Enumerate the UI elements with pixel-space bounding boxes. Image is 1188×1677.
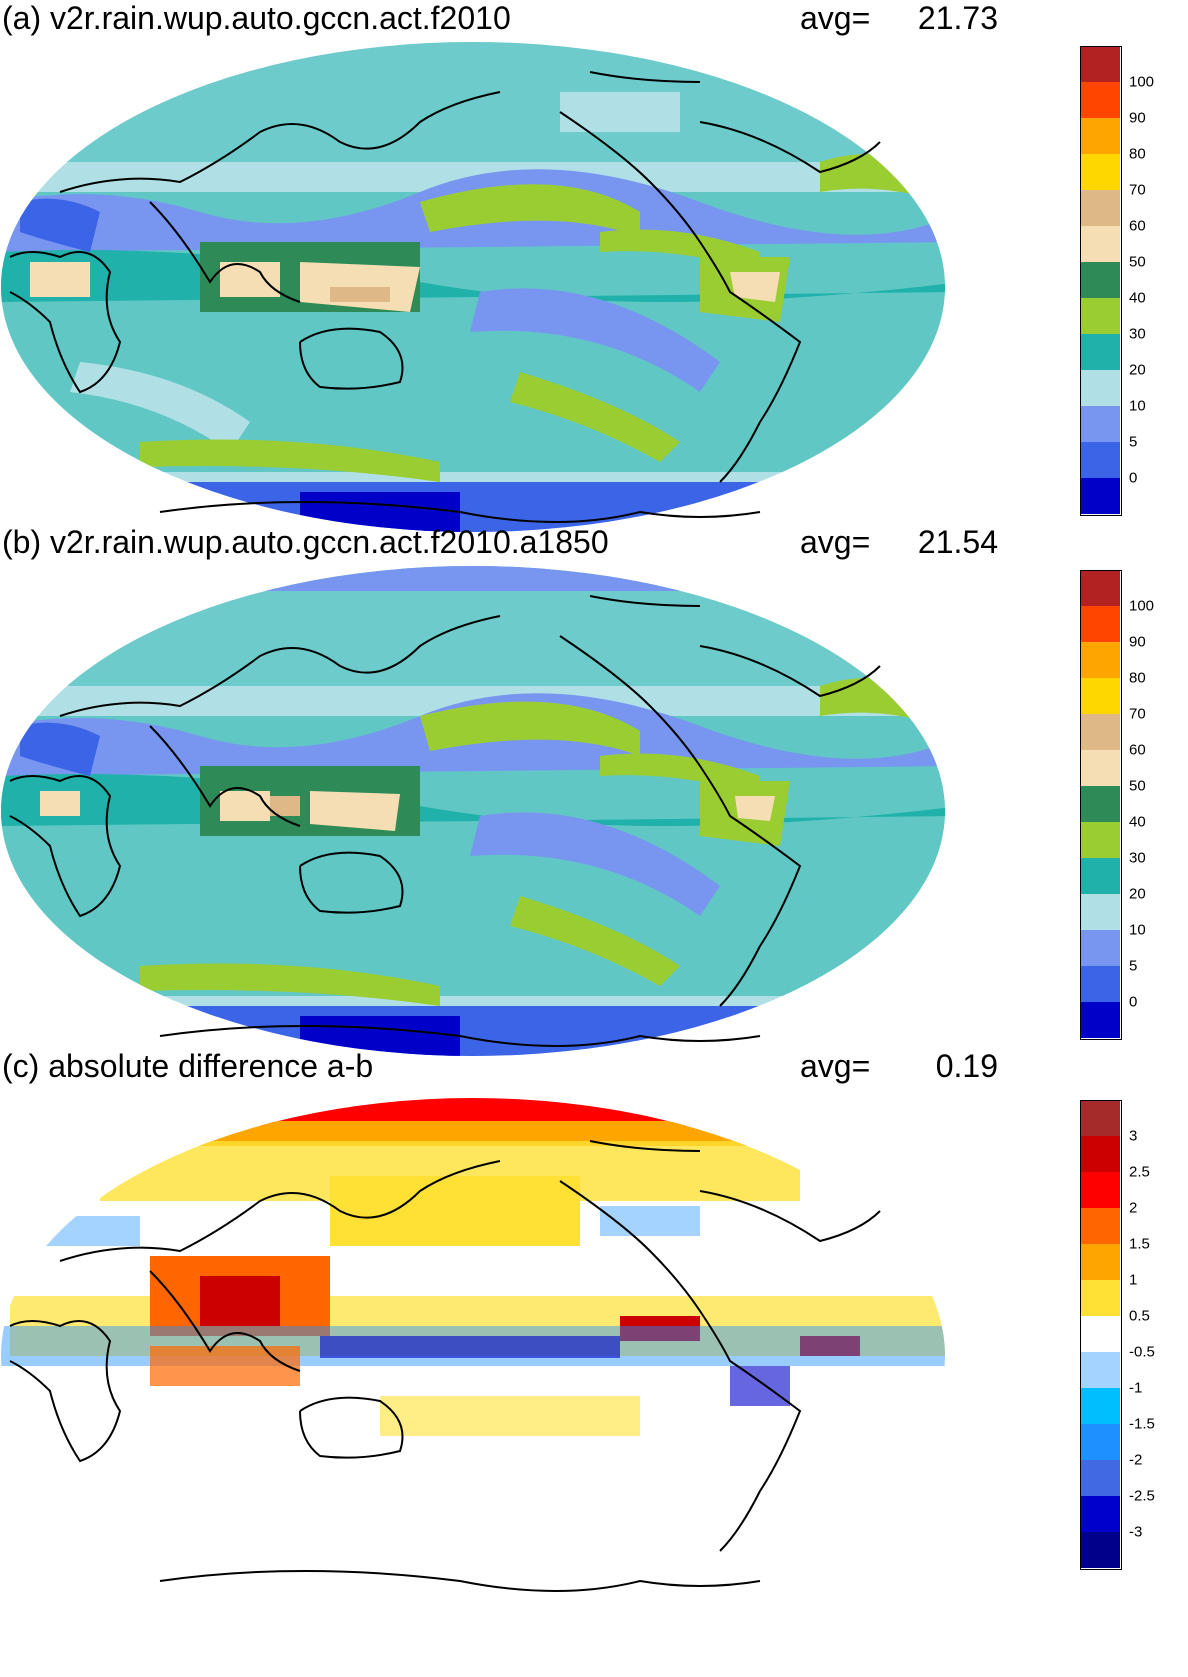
- colorbar-tick-label: -2: [1129, 1452, 1142, 1469]
- colorbar-tick-label: 20: [1129, 362, 1146, 379]
- panel-c: (c) absolute difference a-b avg= 0.19: [0, 1048, 1188, 1677]
- colorbar-tick-label: 70: [1129, 182, 1146, 199]
- panel-title: (b) v2r.rain.wup.auto.gccn.act.f2010.a18…: [2, 524, 609, 561]
- colorbar-tick-label: 100: [1129, 598, 1154, 615]
- colorbar-tick-label: 0: [1129, 994, 1137, 1011]
- colorbar-tick-label: 40: [1129, 290, 1146, 307]
- colorbar-tick-label: 60: [1129, 218, 1146, 235]
- colorbar-tick-label: -1: [1129, 1380, 1142, 1397]
- colorbar-tick-label: 20: [1129, 886, 1146, 903]
- colorbar-tick-label: 10: [1129, 398, 1146, 415]
- colorbar-tick-label: 60: [1129, 742, 1146, 759]
- panel-title: (c) absolute difference a-b: [2, 1048, 373, 1085]
- colorbar-tick-label: 50: [1129, 254, 1146, 271]
- rain-map: [0, 566, 960, 1076]
- colorbar-tick-label: 30: [1129, 850, 1146, 867]
- colorbar-tick-label: 80: [1129, 146, 1146, 163]
- rain-map: [0, 42, 960, 552]
- colorbar-tick-label: 40: [1129, 814, 1146, 831]
- colorbar-tick-label: 0.5: [1129, 1308, 1150, 1325]
- colorbar-tick-label: 3: [1129, 1128, 1137, 1145]
- colorbar-tick-label: 100: [1129, 74, 1154, 91]
- colorbar-tick-label: 90: [1129, 634, 1146, 651]
- avg-value: 21.54: [918, 524, 998, 561]
- difference-map: [0, 1096, 960, 1626]
- colorbar-tick-label: -0.5: [1129, 1344, 1155, 1361]
- panel-title: (a) v2r.rain.wup.auto.gccn.act.f2010: [2, 0, 511, 37]
- avg-label: avg=: [800, 524, 870, 561]
- colorbar-tick-label: 2.5: [1129, 1164, 1150, 1181]
- panel-b: (b) v2r.rain.wup.auto.gccn.act.f2010.a18…: [0, 524, 1188, 1074]
- colorbar-tick-label: 10: [1129, 922, 1146, 939]
- colorbar-tick-label: 2: [1129, 1200, 1137, 1217]
- panel-a: (a) v2r.rain.wup.auto.gccn.act.f2010 avg…: [0, 0, 1188, 550]
- avg-label: avg=: [800, 0, 870, 37]
- colorbar-frame: [1080, 1100, 1122, 1570]
- colorbar-tick-label: 1: [1129, 1272, 1137, 1289]
- colorbar-tick-label: 5: [1129, 434, 1137, 451]
- colorbar-tick-label: -1.5: [1129, 1416, 1155, 1433]
- colorbar-tick-label: 90: [1129, 110, 1146, 127]
- avg-label: avg=: [800, 1048, 870, 1085]
- colorbar-tick-label: -2.5: [1129, 1488, 1155, 1505]
- colorbar-tick-label: 0: [1129, 470, 1137, 487]
- avg-value: 0.19: [936, 1048, 998, 1085]
- avg-value: 21.73: [918, 0, 998, 37]
- colorbar-tick-label: 1.5: [1129, 1236, 1150, 1253]
- colorbar-tick-label: -3: [1129, 1524, 1142, 1541]
- colorbar-tick-label: 5: [1129, 958, 1137, 975]
- colorbar-tick-label: 80: [1129, 670, 1146, 687]
- colorbar-frame: [1080, 46, 1122, 516]
- colorbar-tick-label: 50: [1129, 778, 1146, 795]
- colorbar-frame: [1080, 570, 1122, 1040]
- colorbar-tick-label: 30: [1129, 326, 1146, 343]
- colorbar-tick-label: 70: [1129, 706, 1146, 723]
